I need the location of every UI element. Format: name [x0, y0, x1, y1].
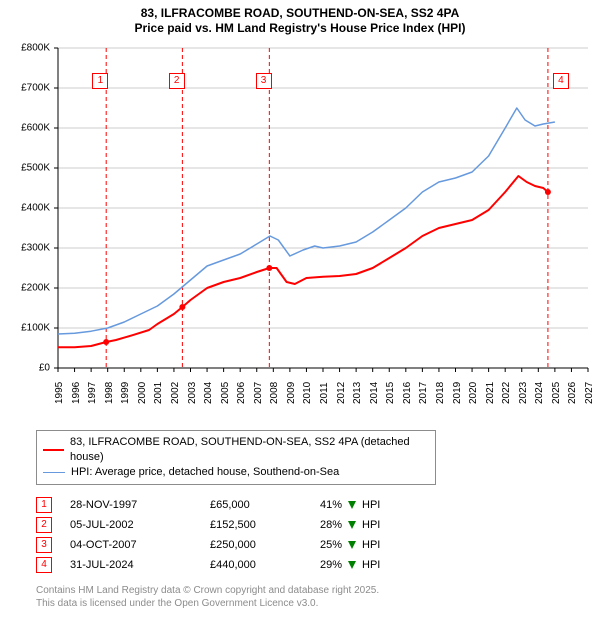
row-hpi-label: HPI — [362, 495, 380, 515]
x-tick-label: 2012 — [336, 382, 347, 404]
attribution-line-2: This data is licensed under the Open Gov… — [36, 598, 576, 611]
row-pct-value: 28% — [320, 515, 342, 535]
x-tick-label: 2009 — [286, 382, 297, 404]
x-tick-label: 2007 — [253, 382, 264, 404]
row-price: £152,500 — [210, 515, 320, 535]
chart-marker-box: 2 — [169, 73, 185, 89]
y-tick-label: £0 — [0, 363, 50, 374]
x-tick-label: 2001 — [153, 382, 164, 404]
y-tick-label: £800K — [0, 43, 50, 54]
x-tick-label: 2006 — [236, 382, 247, 404]
y-tick-label: £600K — [0, 123, 50, 134]
x-tick-label: 2010 — [302, 382, 313, 404]
row-pct-value: 29% — [320, 555, 342, 575]
x-tick-label: 2011 — [319, 382, 330, 404]
row-pct-vs-hpi: 28% HPI — [320, 515, 440, 535]
x-tick-label: 1998 — [104, 382, 115, 404]
x-tick-label: 2000 — [137, 382, 148, 404]
attribution-line-1: Contains HM Land Registry data © Crown c… — [36, 585, 576, 598]
x-tick-label: 2021 — [485, 382, 496, 404]
x-tick-label: 2004 — [203, 382, 214, 404]
x-tick-label: 2022 — [501, 382, 512, 404]
x-tick-label: 2018 — [435, 382, 446, 404]
title-line-1: 83, ILFRACOMBE ROAD, SOUTHEND-ON-SEA, SS… — [0, 6, 600, 20]
row-price: £65,000 — [210, 495, 320, 515]
x-tick-label: 1997 — [87, 382, 98, 404]
arrow-down-icon — [348, 521, 356, 529]
attribution: Contains HM Land Registry data © Crown c… — [36, 585, 576, 610]
row-date: 04-OCT-2007 — [70, 535, 210, 555]
row-date: 31-JUL-2024 — [70, 555, 210, 575]
row-hpi-label: HPI — [362, 535, 380, 555]
x-tick-label: 2015 — [385, 382, 396, 404]
y-tick-label: £700K — [0, 83, 50, 94]
row-pct-vs-hpi: 29% HPI — [320, 555, 440, 575]
legend-label: 83, ILFRACOMBE ROAD, SOUTHEND-ON-SEA, SS… — [70, 435, 429, 465]
row-marker-id: 2 — [36, 517, 52, 533]
x-tick-label: 2005 — [220, 382, 231, 404]
x-tick-label: 2020 — [468, 382, 479, 404]
row-price: £440,000 — [210, 555, 320, 575]
chart-title: 83, ILFRACOMBE ROAD, SOUTHEND-ON-SEA, SS… — [0, 0, 600, 35]
row-pct-vs-hpi: 25% HPI — [320, 535, 440, 555]
x-tick-label: 2023 — [518, 382, 529, 404]
x-tick-label: 2017 — [418, 382, 429, 404]
chart-svg — [0, 44, 600, 428]
row-hpi-label: HPI — [362, 515, 380, 535]
x-tick-label: 2016 — [402, 382, 413, 404]
chart-marker-box: 3 — [256, 73, 272, 89]
legend-item: 83, ILFRACOMBE ROAD, SOUTHEND-ON-SEA, SS… — [43, 435, 429, 465]
sales-table-row: 4 31-JUL-2024£440,00029% HPI — [36, 555, 536, 575]
legend-label: HPI: Average price, detached house, Sout… — [71, 465, 339, 480]
x-tick-label: 2025 — [551, 382, 562, 404]
x-tick-label: 2027 — [584, 382, 595, 404]
legend-item: HPI: Average price, detached house, Sout… — [43, 465, 429, 480]
chart-marker-box: 1 — [92, 73, 108, 89]
x-tick-label: 1999 — [120, 382, 131, 404]
row-hpi-label: HPI — [362, 555, 380, 575]
x-tick-label: 2024 — [534, 382, 545, 404]
chart-area: £0 £100K £200K £300K £400K £500K £600K £700K £80… — [0, 44, 600, 428]
sales-table-row: 1 28-NOV-1997£65,00041% HPI — [36, 495, 536, 515]
legend-swatch — [43, 472, 65, 473]
row-date: 05-JUL-2002 — [70, 515, 210, 535]
x-tick-label: 2013 — [352, 382, 363, 404]
y-tick-label: £100K — [0, 323, 50, 334]
arrow-down-icon — [348, 541, 356, 549]
legend: 83, ILFRACOMBE ROAD, SOUTHEND-ON-SEA, SS… — [36, 430, 436, 485]
x-tick-label: 2026 — [567, 382, 578, 404]
row-marker-id: 3 — [36, 537, 52, 553]
row-pct-value: 41% — [320, 495, 342, 515]
y-tick-label: £300K — [0, 243, 50, 254]
row-pct-vs-hpi: 41% HPI — [320, 495, 440, 515]
page: 83, ILFRACOMBE ROAD, SOUTHEND-ON-SEA, SS… — [0, 0, 600, 620]
x-tick-label: 2008 — [269, 382, 280, 404]
y-tick-label: £400K — [0, 203, 50, 214]
chart-marker-box: 4 — [553, 73, 569, 89]
arrow-down-icon — [348, 561, 356, 569]
x-tick-label: 2014 — [369, 382, 380, 404]
sales-table-row: 2 05-JUL-2002£152,50028% HPI — [36, 515, 536, 535]
sales-table: 1 28-NOV-1997£65,00041% HPI 2 05-JUL-2002£15… — [36, 495, 536, 575]
title-line-2: Price paid vs. HM Land Registry's House … — [0, 21, 600, 35]
legend-swatch — [43, 449, 64, 451]
x-tick-label: 1996 — [71, 382, 82, 404]
x-tick-label: 2019 — [452, 382, 463, 404]
y-tick-label: £200K — [0, 283, 50, 294]
row-marker-id: 1 — [36, 497, 52, 513]
y-tick-label: £500K — [0, 163, 50, 174]
arrow-down-icon — [348, 501, 356, 509]
row-marker-id: 4 — [36, 557, 52, 573]
x-tick-label: 2002 — [170, 382, 181, 404]
row-date: 28-NOV-1997 — [70, 495, 210, 515]
row-pct-value: 25% — [320, 535, 342, 555]
x-tick-label: 1995 — [54, 382, 65, 404]
row-price: £250,000 — [210, 535, 320, 555]
sales-table-row: 3 04-OCT-2007£250,00025% HPI — [36, 535, 536, 555]
x-tick-label: 2003 — [187, 382, 198, 404]
footer-block: 83, ILFRACOMBE ROAD, SOUTHEND-ON-SEA, SS… — [36, 430, 576, 610]
